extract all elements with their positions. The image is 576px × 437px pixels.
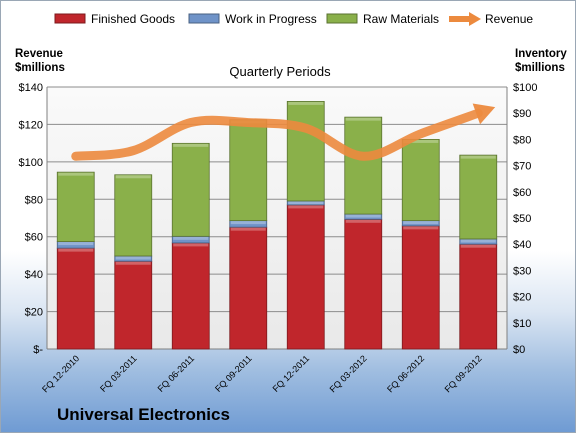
bar-highlight <box>173 236 209 240</box>
bar-highlight <box>403 221 439 225</box>
right-tick-label: $60 <box>513 187 531 199</box>
right-tick-label: $50 <box>513 213 531 225</box>
bar-highlight <box>173 143 209 147</box>
bar-highlight <box>230 227 266 231</box>
legend-swatch-finished-goods <box>54 13 86 24</box>
x-tick-label: FQ 12-2011 <box>271 353 312 394</box>
legend-label: Work in Progress <box>225 12 317 26</box>
legend-label: Finished Goods <box>91 12 175 26</box>
left-tick-label: $20 <box>25 307 43 319</box>
bar-highlight <box>403 226 439 230</box>
bar-highlight <box>460 155 496 159</box>
left-axis-title: $millions <box>15 62 65 74</box>
bar-highlight <box>345 219 381 223</box>
bar-highlight <box>288 201 324 205</box>
bar-highlight <box>230 221 266 225</box>
x-tick-label: FQ 03-2011 <box>98 353 139 394</box>
x-tick-label: FQ 09-2012 <box>443 353 484 394</box>
bar-highlight <box>115 175 151 179</box>
bar-finished-goods <box>459 243 498 350</box>
left-tick-label: $100 <box>19 157 43 169</box>
left-tick-label: $- <box>33 344 43 356</box>
company-name: Universal Electronics <box>57 405 230 424</box>
bar-finished-goods <box>401 225 440 350</box>
bar-finished-goods <box>344 218 383 350</box>
bar-highlight <box>58 172 94 176</box>
bar-finished-goods <box>56 247 95 350</box>
bar-raw-materials <box>229 119 268 222</box>
chart-title: Quarterly Periods <box>229 64 331 79</box>
left-tick-label: $140 <box>19 82 43 94</box>
right-tick-label: $40 <box>513 239 531 251</box>
bar-highlight <box>288 101 324 105</box>
bar-raw-materials <box>56 171 95 242</box>
revenue-arrowhead <box>472 103 496 125</box>
bar-highlight <box>403 139 439 143</box>
right-tick-label: $0 <box>513 344 525 356</box>
legend-label: Revenue <box>485 12 533 26</box>
right-axis-title: Inventory <box>515 48 567 60</box>
bar-highlight <box>173 243 209 247</box>
left-axis-title: Revenue <box>15 48 63 60</box>
x-tick-label: FQ 06-2011 <box>156 353 197 394</box>
x-tick-label: FQ 06-2012 <box>385 353 426 394</box>
x-tick-label: FQ 12-2010 <box>40 353 81 394</box>
left-tick-label: $60 <box>25 232 43 244</box>
left-tick-label: $40 <box>25 269 43 281</box>
bar-highlight <box>58 248 94 252</box>
right-tick-label: $20 <box>513 292 531 304</box>
bar-highlight <box>115 256 151 260</box>
bar-raw-materials <box>114 174 153 257</box>
bar-raw-materials <box>286 101 325 202</box>
bar-finished-goods <box>114 260 153 350</box>
bar-raw-materials <box>344 116 383 215</box>
bar-highlight <box>115 261 151 265</box>
right-tick-label: $30 <box>513 265 531 277</box>
x-tick-label: FQ 03-2012 <box>328 353 369 394</box>
legend-swatch-work-in-progress <box>188 13 220 24</box>
bar-raw-materials <box>171 142 210 237</box>
right-tick-label: $10 <box>513 318 531 330</box>
legend-arrow-revenue <box>469 12 481 26</box>
bar-highlight <box>58 242 94 246</box>
bar-highlight <box>345 117 381 121</box>
bar-finished-goods <box>229 226 268 350</box>
x-tick-label: FQ 09-2011 <box>213 353 254 394</box>
left-tick-label: $80 <box>25 194 43 206</box>
right-tick-label: $80 <box>513 134 531 146</box>
bar-highlight <box>288 205 324 209</box>
left-tick-label: $120 <box>19 119 43 131</box>
bar-finished-goods <box>286 204 325 350</box>
bar-finished-goods <box>171 242 210 350</box>
right-tick-label: $70 <box>513 161 531 173</box>
bar-raw-materials <box>459 154 498 240</box>
right-tick-label: $90 <box>513 108 531 120</box>
legend-label: Raw Materials <box>363 12 439 26</box>
right-axis-title: $millions <box>515 62 565 74</box>
bar-raw-materials <box>401 138 440 222</box>
bar-highlight <box>460 239 496 243</box>
bar-highlight <box>460 244 496 248</box>
right-tick-label: $100 <box>513 82 537 94</box>
bar-highlight <box>345 214 381 218</box>
legend-swatch-raw-materials <box>326 13 358 24</box>
revenue-line <box>71 108 483 161</box>
